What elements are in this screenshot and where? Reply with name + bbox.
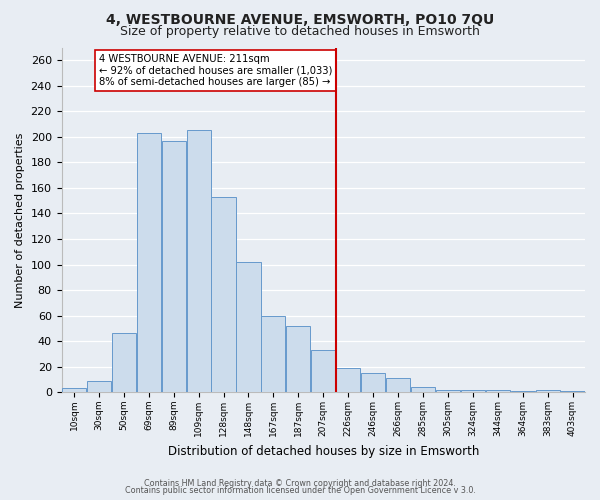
Bar: [161, 140, 186, 392]
Bar: [87, 380, 111, 392]
Text: Contains public sector information licensed under the Open Government Licence v : Contains public sector information licen…: [125, 486, 475, 495]
Bar: [262, 316, 286, 392]
X-axis label: Distribution of detached houses by size in Emsworth: Distribution of detached houses by size …: [167, 444, 479, 458]
Bar: [336, 368, 360, 392]
Bar: [187, 130, 211, 392]
Bar: [112, 334, 136, 392]
Text: 4 WESTBOURNE AVENUE: 211sqm
← 92% of detached houses are smaller (1,033)
8% of s: 4 WESTBOURNE AVENUE: 211sqm ← 92% of det…: [99, 54, 332, 87]
Bar: [461, 390, 485, 392]
Bar: [211, 197, 236, 392]
Text: 4, WESTBOURNE AVENUE, EMSWORTH, PO10 7QU: 4, WESTBOURNE AVENUE, EMSWORTH, PO10 7QU: [106, 12, 494, 26]
Bar: [286, 326, 310, 392]
Bar: [536, 390, 560, 392]
Bar: [386, 378, 410, 392]
Bar: [137, 133, 161, 392]
Bar: [511, 391, 535, 392]
Bar: [436, 390, 460, 392]
Y-axis label: Number of detached properties: Number of detached properties: [15, 132, 25, 308]
Bar: [411, 387, 435, 392]
Bar: [361, 373, 385, 392]
Bar: [62, 388, 86, 392]
Bar: [485, 390, 510, 392]
Bar: [311, 350, 335, 392]
Bar: [560, 391, 584, 392]
Bar: [236, 262, 260, 392]
Text: Contains HM Land Registry data © Crown copyright and database right 2024.: Contains HM Land Registry data © Crown c…: [144, 478, 456, 488]
Text: Size of property relative to detached houses in Emsworth: Size of property relative to detached ho…: [120, 24, 480, 38]
